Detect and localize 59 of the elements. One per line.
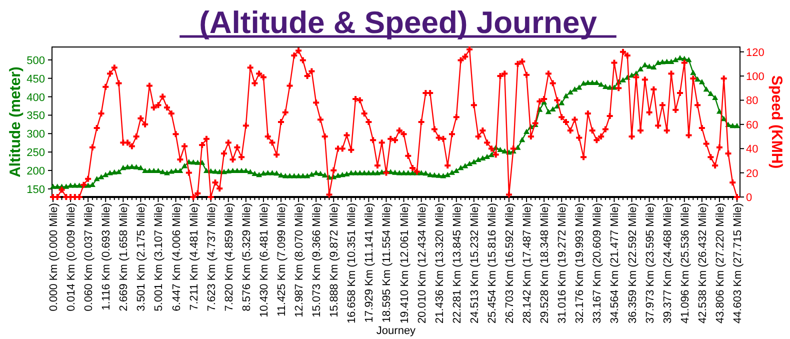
x-tick-label: 7.623 Km (4.737 Mile) [206, 203, 218, 312]
x-tick-label: 29.528 Km (18.348 Mile) [539, 203, 552, 324]
x-tick-label: 0.000 Km (0.000 Mile) [48, 203, 60, 312]
x-tick-label: 15.073 Km (9.366 Mile) [311, 203, 324, 318]
x-tick-label: 22.281 Km (13.845 Mile) [451, 203, 464, 324]
y-tick-label: 400 [26, 92, 45, 104]
x-tick-label: 1.116 Km (0.693 Mile) [100, 203, 113, 310]
chart-title: (Altitude & Speed) Journey [199, 5, 598, 40]
x-tick-label: 31.016 Km (19.272 Mile) [556, 203, 569, 324]
y2-tick-label: 100 [746, 71, 764, 84]
y-tick-label: 200 [26, 165, 45, 178]
x-tick-label: 2.669 Km (1.658 Mile) [118, 203, 130, 312]
y-tick-label: 350 [26, 110, 45, 122]
x-tick-label: 26.703 Km (16.592 Mile) [504, 203, 516, 324]
x-tick-label: 0.014 Km (0.009 Mile) [66, 203, 78, 312]
x-tick-label: 3.501 Km (2.175 Mile) [136, 203, 148, 312]
x-tick-label: 7.820 Km (4.859 Mile) [223, 203, 236, 312]
y-tick-label: 300 [26, 128, 45, 141]
y2-tick-label: 80 [746, 95, 758, 108]
y2-tick-label: 0 [746, 192, 752, 204]
x-tick-label: 39.377 Km (24.468 Mile) [662, 203, 674, 324]
x-tick-label: 15.888 Km (9.872 Mile) [328, 203, 341, 318]
x-tick-label: 10.430 Km (6.481 Mile) [258, 203, 270, 318]
x-tick-label: 24.513 Km (15.232 Mile) [468, 203, 481, 324]
x-tick-label: 7.211 Km (4.481 Mile) [188, 203, 200, 310]
x-tick-label: 36.359 Km (22.592 Mile) [626, 203, 639, 324]
x-tick-label: 8.576 Km (5.329 Mile) [240, 203, 253, 312]
x-tick-label: 20.010 Km (12.434 Mile) [416, 203, 428, 324]
x-tick-label: 42.538 Km (26.432 Mile) [696, 203, 709, 324]
x-axis-title: Journey [376, 325, 416, 337]
y-tick-label: 450 [26, 73, 45, 86]
y2-tick-label: 60 [746, 119, 758, 132]
y2-tick-label: 120 [746, 46, 764, 59]
x-tick-label: 17.929 Km (11.141 Mile) [364, 203, 376, 323]
y2-tick-label: 20 [746, 168, 758, 180]
x-tick-label: 44.603 Km (27.715 Mile) [732, 203, 744, 324]
x-tick-label: 41.096 Km (25.536 Mile) [679, 203, 692, 324]
x-tick-label: 11.425 Km (7.099 Mile) [276, 203, 288, 317]
x-tick-label: 6.447 Km (4.006 Mile) [170, 203, 183, 312]
x-tick-label: 12.987 Km (8.070 Mile) [294, 203, 306, 318]
x-tick-label: 32.176 Km (19.993 Mile) [574, 203, 586, 324]
x-tick-label: 37.973 Km (23.595 Mile) [644, 203, 656, 324]
x-tick-label: 33.167 Km (20.609 Mile) [592, 203, 604, 324]
x-tick-label: 25.454 Km (15.816 Mile) [486, 203, 498, 324]
x-tick-label: 43.806 Km (27.220 Mile) [714, 203, 726, 324]
x-tick-label: 28.142 Km (17.487 Mile) [522, 203, 534, 324]
x-tick-label: 21.436 Km (13.320 Mile) [434, 203, 446, 324]
y-tick-label: 250 [26, 147, 45, 160]
x-tick-label: 16.658 Km (10.351 Mile) [346, 203, 358, 324]
x-tick-label: 18.595 Km (11.554 Mile) [381, 203, 394, 323]
x-tick-label: 19.410 Km (12.061 Mile) [398, 203, 411, 324]
x-tick-label: 0.060 Km (0.037 Mile) [83, 203, 96, 312]
x-tick-label: 5.001 Km (3.107 Mile) [153, 203, 166, 312]
y-tick-label: 150 [26, 184, 45, 196]
y-tick-label: 500 [26, 54, 45, 67]
y2-tick-label: 40 [746, 144, 758, 156]
y-axis-title: Altitude (meter) [7, 66, 24, 178]
x-tick-label: 34.564 Km (21.477 Mile) [609, 203, 622, 324]
y2-axis-title: Speed (KMH) [768, 75, 785, 169]
